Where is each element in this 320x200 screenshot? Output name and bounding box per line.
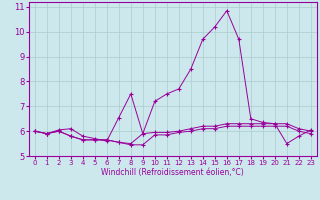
X-axis label: Windchill (Refroidissement éolien,°C): Windchill (Refroidissement éolien,°C) bbox=[101, 168, 244, 177]
